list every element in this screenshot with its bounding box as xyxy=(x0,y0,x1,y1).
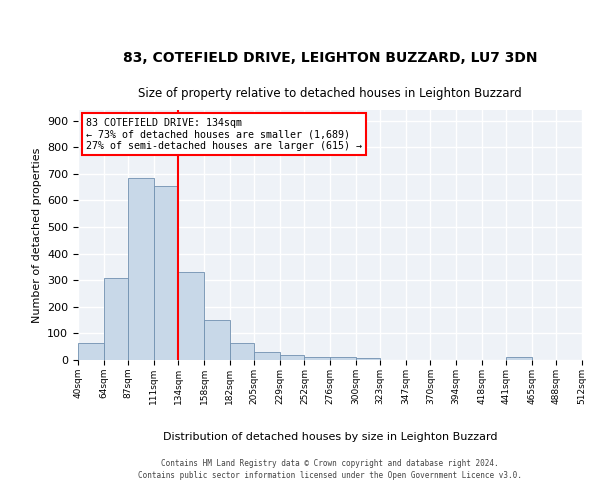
Bar xyxy=(304,357,330,360)
Text: Distribution of detached houses by size in Leighton Buzzard: Distribution of detached houses by size … xyxy=(163,432,497,442)
Bar xyxy=(78,343,104,360)
Bar xyxy=(154,186,178,360)
Text: Size of property relative to detached houses in Leighton Buzzard: Size of property relative to detached ho… xyxy=(138,87,522,100)
Bar xyxy=(330,356,356,360)
Bar xyxy=(128,178,154,360)
Y-axis label: Number of detached properties: Number of detached properties xyxy=(32,148,41,322)
Bar xyxy=(254,352,280,360)
Bar xyxy=(506,358,532,360)
Bar xyxy=(280,354,304,360)
Bar xyxy=(178,272,204,360)
Text: Contains HM Land Registry data © Crown copyright and database right 2024.
Contai: Contains HM Land Registry data © Crown c… xyxy=(138,458,522,480)
Text: 83, COTEFIELD DRIVE, LEIGHTON BUZZARD, LU7 3DN: 83, COTEFIELD DRIVE, LEIGHTON BUZZARD, L… xyxy=(123,51,537,65)
Bar xyxy=(204,320,230,360)
Text: 83 COTEFIELD DRIVE: 134sqm
← 73% of detached houses are smaller (1,689)
27% of s: 83 COTEFIELD DRIVE: 134sqm ← 73% of deta… xyxy=(86,118,362,150)
Bar xyxy=(356,358,380,360)
Bar xyxy=(104,278,128,360)
Bar xyxy=(230,342,254,360)
